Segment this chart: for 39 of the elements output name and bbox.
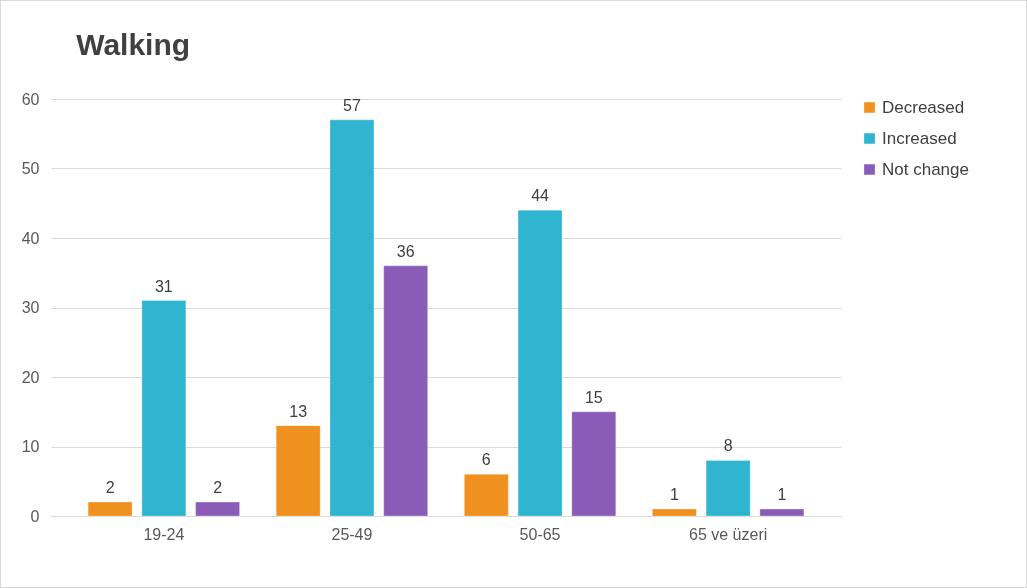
legend-label: Decreased [882, 97, 965, 117]
data-label: 36 [396, 242, 415, 260]
data-label: 2 [105, 479, 115, 497]
data-label: 1 [669, 486, 679, 504]
x-tick-label: 65 ve üzeri [689, 525, 768, 543]
x-tick-label: 19-24 [143, 525, 185, 543]
bar [705, 459, 751, 517]
y-tick-label: 30 [21, 299, 40, 316]
bar [275, 425, 321, 517]
data-label: 31 [154, 277, 173, 295]
y-tick-label: 60 [21, 90, 40, 108]
chart-title: Walking [76, 28, 191, 61]
bar [383, 265, 429, 517]
bar [141, 300, 187, 517]
data-label: 44 [531, 187, 550, 205]
data-label: 13 [289, 402, 308, 420]
y-tick-label: 40 [21, 229, 40, 247]
y-tick-label: 50 [21, 160, 40, 177]
bar [571, 411, 617, 517]
y-tick-label: 0 [30, 507, 40, 525]
legend-label: Increased [882, 128, 957, 148]
data-label: 15 [584, 388, 603, 406]
bar [463, 473, 509, 517]
bar [759, 508, 805, 517]
data-label: 57 [343, 96, 361, 114]
x-tick-label: 25-49 [331, 525, 373, 543]
data-label: 1 [777, 486, 787, 504]
bar [329, 119, 375, 517]
data-label: 6 [481, 451, 491, 469]
data-label: 2 [213, 479, 223, 497]
bar [195, 501, 241, 517]
bar [517, 209, 563, 517]
bar [651, 508, 697, 517]
data-label: 8 [723, 437, 733, 455]
bar [87, 501, 133, 517]
y-tick-label: 10 [21, 438, 40, 455]
legend-label: Not change [882, 159, 969, 179]
x-tick-label: 50-65 [519, 525, 561, 543]
y-tick-label: 20 [21, 368, 40, 386]
